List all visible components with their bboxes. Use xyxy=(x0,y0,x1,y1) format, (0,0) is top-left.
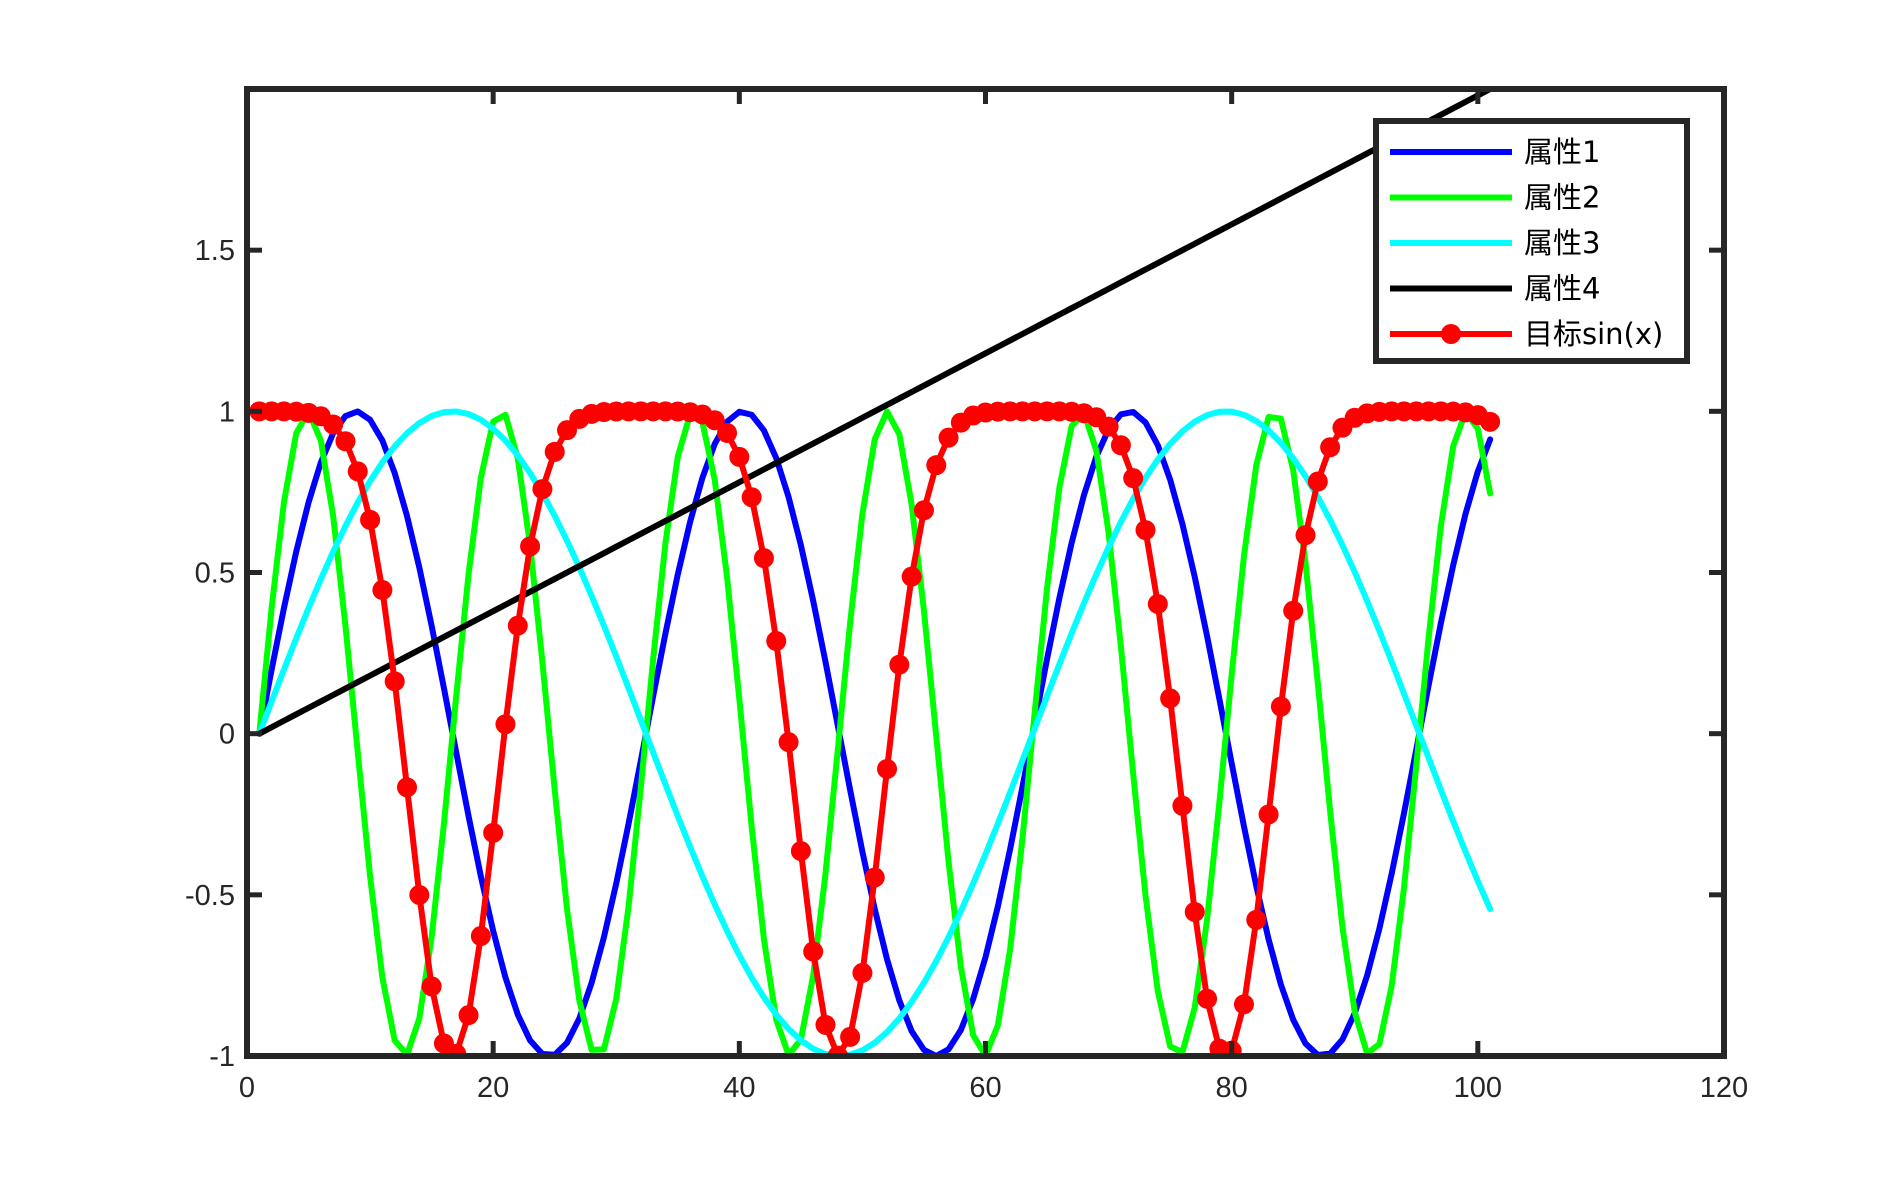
series-layer xyxy=(249,89,1501,1056)
x-tick-label: 100 xyxy=(1454,1072,1502,1104)
legend-item: 属性2 xyxy=(1390,181,1600,215)
series-point xyxy=(495,714,516,735)
legend: 属性1 属性2 属性3 属性4 目标sin(x) xyxy=(1373,118,1690,364)
x-tick-label: 60 xyxy=(969,1072,1001,1104)
series-point xyxy=(889,654,910,675)
y-tick-label: 1 xyxy=(219,396,235,428)
series-point xyxy=(1480,411,1501,432)
series-point xyxy=(1270,696,1291,717)
series-point xyxy=(532,479,553,500)
series-point xyxy=(458,1005,479,1026)
series-point xyxy=(913,500,934,521)
series-line-4 xyxy=(256,89,1494,737)
series-point xyxy=(335,431,356,452)
series-point xyxy=(347,461,368,482)
series-point xyxy=(1307,471,1328,492)
series-point xyxy=(1123,468,1144,489)
series-point xyxy=(1135,520,1156,541)
series-point xyxy=(323,414,344,435)
series-point xyxy=(470,926,491,947)
series-point xyxy=(520,536,541,557)
series-point xyxy=(753,548,774,569)
legend-item: 属性1 xyxy=(1390,135,1600,169)
series-point xyxy=(741,487,762,508)
x-tick-label: 80 xyxy=(1216,1072,1248,1104)
legend-label: 目标sin(x) xyxy=(1524,317,1663,351)
legend-label: 属性2 xyxy=(1524,181,1600,215)
x-tick-label: 120 xyxy=(1700,1072,1748,1104)
series-point xyxy=(1197,988,1218,1009)
series-line-2 xyxy=(256,408,1494,1056)
series-point xyxy=(778,732,799,753)
y-tick-label: 0.5 xyxy=(195,558,235,590)
series-point xyxy=(421,976,442,997)
series-point xyxy=(1246,909,1267,930)
series-point xyxy=(1233,994,1254,1015)
series-point xyxy=(717,422,738,443)
legend-label: 属性3 xyxy=(1524,226,1600,260)
legend-label: 属性1 xyxy=(1524,135,1600,169)
y-tick-label: -1 xyxy=(209,1041,235,1073)
series-point xyxy=(446,1043,467,1056)
series-point xyxy=(704,410,725,431)
series-point xyxy=(1098,416,1119,437)
axes: 0 20 40 60 80 100 120 -1 -0.5 0 0.5 1 1.5 xyxy=(185,86,1748,1104)
series-2 xyxy=(256,408,1494,1056)
series-point xyxy=(544,441,565,462)
series-point xyxy=(790,841,811,862)
series-point xyxy=(803,941,824,962)
series-point xyxy=(852,962,873,983)
legend-marker xyxy=(1441,324,1461,344)
series-point xyxy=(1283,600,1304,621)
series-point xyxy=(372,580,393,601)
series-point xyxy=(926,455,947,476)
legend-item: 属性4 xyxy=(1390,272,1600,306)
series-4 xyxy=(256,89,1494,737)
series-point xyxy=(1160,688,1181,709)
series-point xyxy=(384,671,405,692)
legend-item: 属性3 xyxy=(1390,226,1600,260)
series-point xyxy=(360,509,381,530)
series-line-1 xyxy=(256,408,1494,1056)
series-point xyxy=(1184,901,1205,922)
series-point xyxy=(840,1026,861,1047)
x-tick-label: 20 xyxy=(477,1072,509,1104)
series-line-3 xyxy=(256,408,1494,1056)
series-point xyxy=(507,615,528,636)
series-3 xyxy=(256,408,1494,1056)
legend-item: 目标sin(x) xyxy=(1390,317,1663,351)
series-point xyxy=(729,446,750,467)
y-tick-label: 1.5 xyxy=(195,235,235,267)
series-point xyxy=(766,631,787,652)
series-point xyxy=(397,777,418,798)
series-point xyxy=(1147,593,1168,614)
x-tick-label: 0 xyxy=(239,1072,255,1104)
series-point xyxy=(815,1014,836,1035)
y-tick-label: -0.5 xyxy=(185,880,235,912)
series-point xyxy=(1110,435,1131,456)
y-tick-label: 0 xyxy=(219,719,235,751)
series-point xyxy=(864,867,885,888)
x-tick-label: 40 xyxy=(723,1072,755,1104)
series-point xyxy=(1258,804,1279,825)
series-point xyxy=(877,758,898,779)
series-5 xyxy=(249,401,1501,1056)
series-1 xyxy=(256,408,1494,1056)
series-point xyxy=(1320,437,1341,458)
series-point xyxy=(409,884,430,905)
series-point xyxy=(483,822,504,843)
legend-label: 属性4 xyxy=(1524,272,1600,306)
series-point xyxy=(1172,795,1193,816)
series-point xyxy=(1295,525,1316,546)
series-point xyxy=(938,427,959,448)
series-point xyxy=(901,566,922,587)
